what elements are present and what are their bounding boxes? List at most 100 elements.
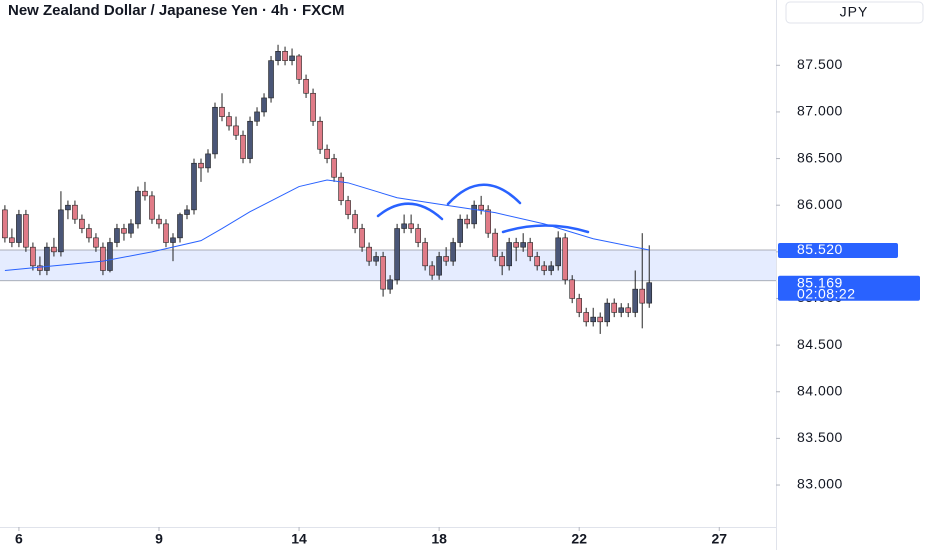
candle-body [373, 256, 379, 262]
zone-price-box [778, 242, 898, 258]
candle-body [366, 246, 372, 262]
x-tick-label: 22 [571, 531, 587, 547]
x-tick-label: 9 [155, 531, 163, 547]
candle-body [331, 158, 337, 178]
candle-body [317, 120, 323, 150]
candle-body [408, 223, 414, 229]
candle-body [443, 256, 449, 262]
candle-body [457, 218, 463, 243]
candle-body [58, 209, 64, 253]
candle-body [149, 195, 155, 220]
candle-body [492, 232, 498, 257]
zone-price-label: 85.520 [797, 241, 843, 257]
candle-body [121, 228, 127, 234]
last-price-box [778, 275, 920, 301]
candle-body [51, 246, 57, 253]
candle-body [478, 204, 484, 211]
x-tick-label: 18 [431, 531, 447, 547]
candle-body [114, 228, 120, 243]
candle-body [625, 307, 632, 313]
x-tick-label: 6 [15, 531, 23, 547]
candle-body [555, 237, 561, 267]
y-tick-label: 86.000 [797, 196, 843, 212]
candle-body [527, 242, 533, 257]
candle-body [135, 190, 141, 225]
candle-body [44, 246, 50, 271]
candle-body [275, 51, 281, 61]
candle-body [233, 125, 239, 136]
candle-body [303, 78, 309, 94]
candle-body [506, 242, 512, 267]
candle-body [401, 223, 407, 229]
candle-body [541, 265, 547, 271]
candle-body [184, 209, 190, 215]
axes: 83.00083.50084.00084.50085.00085.50086.0… [15, 56, 920, 547]
candle-body [198, 162, 204, 169]
candle-body [156, 218, 162, 225]
candle-body [79, 218, 85, 229]
candle-body [268, 60, 274, 99]
candle-body [534, 256, 540, 267]
candle-body [163, 223, 169, 243]
candle-body [205, 153, 211, 169]
candle-body [646, 282, 653, 304]
y-tick-label: 83.000 [797, 476, 843, 492]
candle-body [485, 209, 491, 234]
candle-body [597, 316, 604, 323]
candle-body [422, 242, 428, 267]
candle-body [177, 214, 183, 239]
candle-body [520, 242, 526, 248]
candle-body [380, 256, 386, 290]
candle-body [604, 302, 611, 323]
y-tick-label: 86.500 [797, 149, 843, 165]
candle-body [499, 256, 505, 267]
candle-body [345, 200, 351, 215]
y-tick-label: 84.000 [797, 382, 843, 398]
candle-body [261, 97, 267, 113]
bar-countdown: 02:08:22 [797, 285, 856, 301]
candle-body [562, 237, 568, 281]
candle-body [387, 279, 393, 290]
y-tick-label: 84.500 [797, 336, 843, 352]
candle-body [86, 228, 92, 239]
candle-body [576, 298, 582, 313]
candle-body [240, 134, 246, 159]
candle-body [93, 237, 99, 248]
candle-body [2, 209, 8, 239]
candle-body [632, 288, 639, 313]
candle-body [191, 162, 197, 211]
candle-body [296, 55, 302, 80]
candle-body [338, 176, 344, 201]
candle-body [611, 302, 618, 313]
y-tick-label: 87.000 [797, 103, 843, 119]
currency-label: JPY [840, 4, 869, 20]
x-tick-label: 14 [291, 531, 307, 547]
x-tick-label: 27 [711, 531, 727, 547]
candle-body [30, 246, 36, 267]
candle-body [142, 190, 148, 197]
candle-body [282, 51, 288, 61]
candle-body [464, 218, 470, 225]
candle-body [450, 242, 456, 262]
candle-body [324, 148, 330, 159]
candle-body [9, 237, 15, 243]
candle-body [394, 228, 400, 281]
candle-body [16, 214, 22, 243]
candle-body [170, 237, 176, 243]
candle-body [415, 228, 421, 243]
candle-body [359, 228, 365, 248]
candle-body [618, 307, 625, 313]
candle-body [100, 246, 106, 271]
shoulder-arc [501, 224, 590, 234]
candle-body [583, 312, 590, 323]
currency-box[interactable] [785, 1, 924, 24]
plot-area [0, 44, 776, 334]
shoulder-arc [376, 202, 444, 221]
candle-body [590, 316, 597, 323]
moving-average [4, 179, 650, 271]
candle-body [429, 265, 435, 276]
last-price-label: 85.169 [797, 274, 843, 290]
y-tick-label: 87.500 [797, 56, 843, 72]
candle-body [310, 92, 316, 122]
